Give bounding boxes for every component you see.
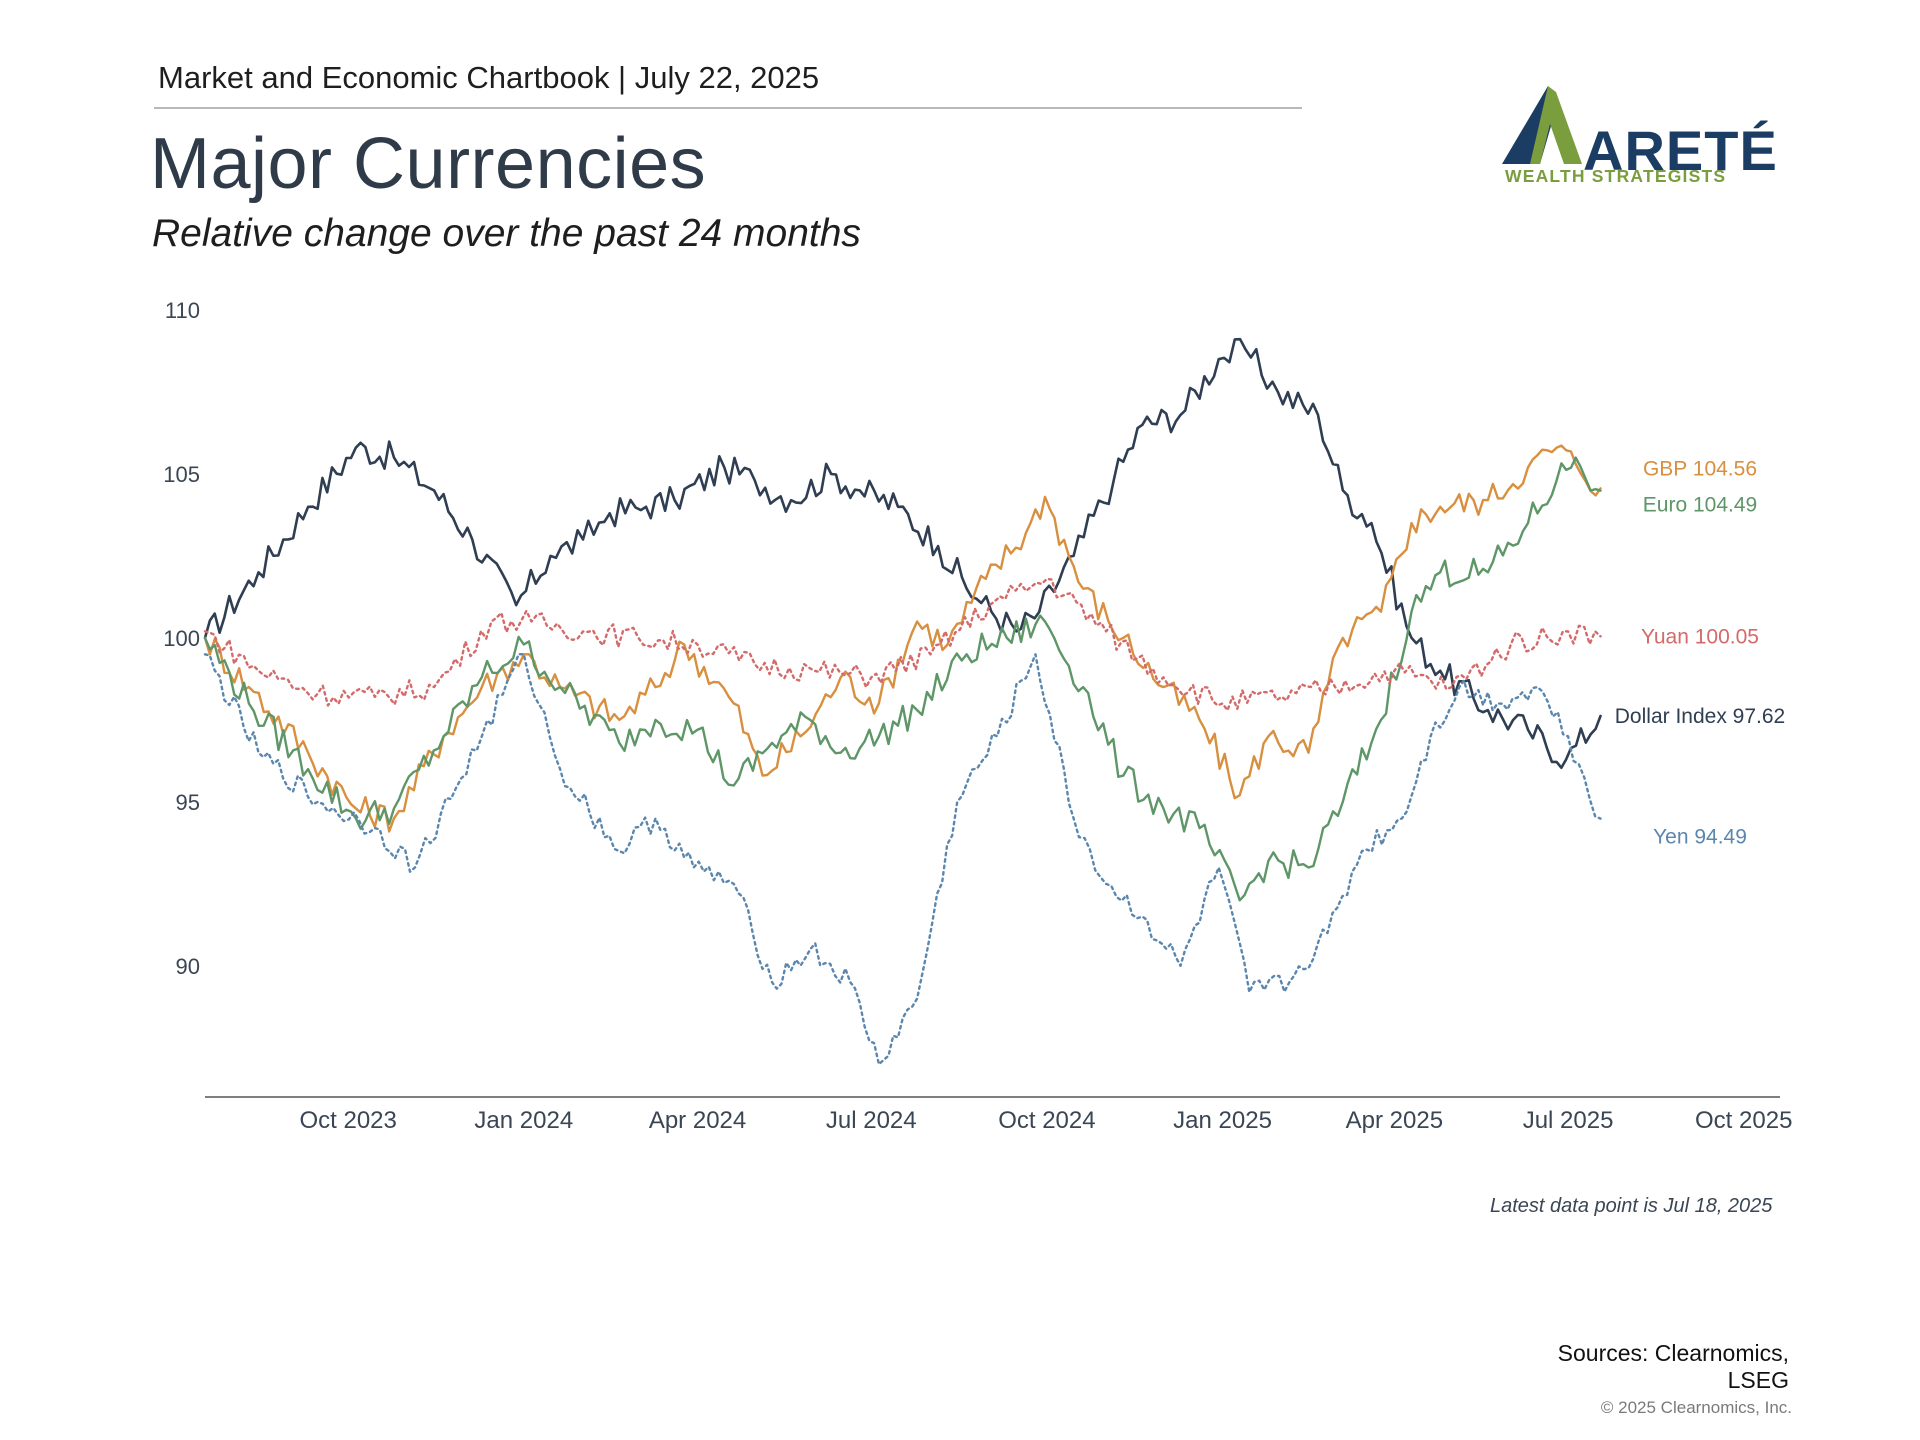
y-tick-label-110: 110 (165, 298, 200, 323)
series-lines (203, 337, 1602, 1066)
series-end-labels: Dollar Index 97.62 GBP 104.56 Euro 104.49 Y… (1615, 457, 1785, 848)
x-tick-label: Apr 2025 (1346, 1107, 1443, 1134)
x-tick-label: Oct 2023 (299, 1107, 396, 1134)
logo-tagline: WEALTH STRATEGISTS (1505, 166, 1727, 186)
series-line-euro (203, 456, 1602, 902)
page-subtitle: Relative change over the past 24 months (152, 212, 861, 255)
series-line-gbp (203, 444, 1602, 833)
sources-line-1: Sources: Clearnomics, (1557, 1340, 1789, 1366)
end-label-yen: Yen 94.49 (1653, 826, 1747, 849)
y-tick-label-100: 100 (163, 626, 200, 651)
x-axis-ticks: Oct 2023 Jan 2024 Apr 2024 Jul 2024 Oct 2024… (299, 1107, 1792, 1134)
end-label-euro: Euro 104.49 (1643, 494, 1757, 517)
x-tick-label: Jan 2025 (1173, 1107, 1272, 1134)
y-tick-label-90: 90 (176, 954, 200, 979)
page-title: Major Currencies (150, 124, 707, 204)
sources-note: Sources: Clearnomics, LSEG (1520, 1340, 1789, 1394)
end-label-gbp: GBP 104.56 (1643, 457, 1757, 480)
y-tick-label-105: 105 (163, 462, 200, 487)
x-tick-label: Oct 2025 (1695, 1107, 1792, 1134)
x-tick-label: Jul 2024 (826, 1107, 917, 1134)
x-tick-label: Jul 2025 (1523, 1107, 1614, 1134)
chartbook-header: Market and Economic Chartbook | July 22,… (158, 60, 820, 95)
copyright-note: © 2025 Clearnomics, Inc. (1600, 1398, 1792, 1417)
y-tick-label-95: 95 (176, 790, 200, 815)
arete-logo-mark (1502, 86, 1582, 164)
y-axis-ticks: 110 105 100 95 90 (163, 298, 200, 979)
latest-data-note: Latest data point is Jul 18, 2025 (1490, 1195, 1773, 1217)
x-tick-label: Apr 2024 (649, 1107, 746, 1134)
series-line-yen (203, 652, 1602, 1066)
end-label-yuan: Yuan 100.05 (1641, 625, 1759, 648)
logo-wordmark: ARETÉ (1583, 119, 1778, 182)
x-tick-label: Jan 2024 (474, 1107, 573, 1134)
series-line-dollar-index (203, 337, 1602, 770)
series-line-yuan (203, 577, 1602, 712)
sources-line-2: LSEG (1727, 1367, 1789, 1393)
end-label-dollar-index: Dollar Index 97.62 (1615, 705, 1785, 728)
header-divider (154, 107, 1302, 109)
x-tick-label: Oct 2024 (998, 1107, 1095, 1134)
